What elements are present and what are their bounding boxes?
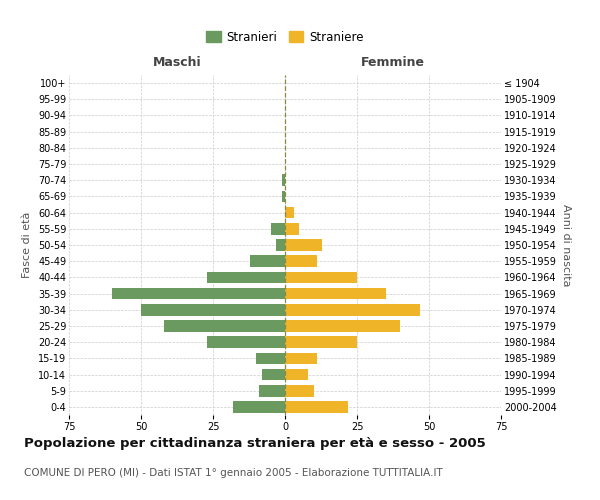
Bar [259, 385, 285, 396]
Bar [207, 272, 285, 283]
Bar [262, 368, 285, 380]
Bar [285, 272, 357, 283]
Bar [271, 223, 285, 234]
Text: Femmine: Femmine [361, 56, 425, 68]
Bar [277, 239, 285, 251]
Bar [285, 352, 317, 364]
Bar [285, 256, 317, 267]
Bar [282, 190, 285, 202]
Bar [285, 223, 299, 234]
Bar [164, 320, 285, 332]
Text: COMUNE DI PERO (MI) - Dati ISTAT 1° gennaio 2005 - Elaborazione TUTTITALIA.IT: COMUNE DI PERO (MI) - Dati ISTAT 1° genn… [24, 468, 443, 477]
Bar [285, 401, 349, 412]
Text: Popolazione per cittadinanza straniera per età e sesso - 2005: Popolazione per cittadinanza straniera p… [24, 438, 486, 450]
Bar [282, 174, 285, 186]
Bar [285, 336, 357, 348]
Bar [250, 256, 285, 267]
Text: Maschi: Maschi [152, 56, 202, 68]
Y-axis label: Anni di nascita: Anni di nascita [560, 204, 571, 286]
Bar [285, 385, 314, 396]
Bar [141, 304, 285, 316]
Bar [285, 368, 308, 380]
Bar [285, 304, 421, 316]
Bar [285, 288, 386, 300]
Bar [285, 239, 322, 251]
Y-axis label: Fasce di età: Fasce di età [22, 212, 32, 278]
Bar [285, 207, 293, 218]
Legend: Stranieri, Straniere: Stranieri, Straniere [204, 28, 366, 46]
Bar [233, 401, 285, 412]
Bar [256, 352, 285, 364]
Bar [207, 336, 285, 348]
Bar [285, 320, 400, 332]
Bar [112, 288, 285, 300]
